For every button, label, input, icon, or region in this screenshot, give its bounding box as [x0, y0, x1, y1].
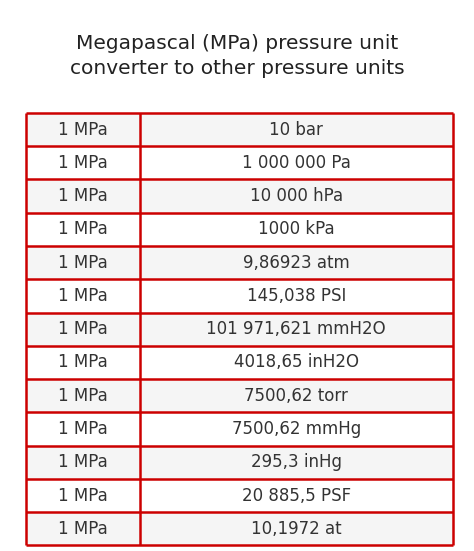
Text: 295,3 inHg: 295,3 inHg — [251, 453, 342, 471]
Text: 9,86923 atm: 9,86923 atm — [243, 253, 350, 272]
Text: 4018,65 inH2O: 4018,65 inH2O — [234, 354, 359, 371]
Text: 10,1972 at: 10,1972 at — [251, 520, 342, 538]
Bar — [140, 113, 453, 146]
Bar — [140, 246, 453, 279]
Text: 7500,62 mmHg: 7500,62 mmHg — [232, 420, 361, 438]
Bar — [140, 412, 453, 446]
Text: 1 MPa: 1 MPa — [58, 220, 108, 239]
Bar — [26, 146, 140, 180]
Text: 1 MPa: 1 MPa — [58, 253, 108, 272]
Bar — [26, 213, 140, 246]
Bar — [26, 446, 140, 479]
Bar — [140, 180, 453, 213]
Text: 20 885,5 PSF: 20 885,5 PSF — [242, 487, 351, 505]
Text: 1 MPa: 1 MPa — [58, 420, 108, 438]
Text: 1 MPa: 1 MPa — [58, 121, 108, 139]
Text: 1 MPa: 1 MPa — [58, 453, 108, 471]
Bar — [140, 346, 453, 379]
Text: 10 000 hPa: 10 000 hPa — [250, 187, 343, 205]
Bar — [140, 213, 453, 246]
Bar — [140, 446, 453, 479]
Bar — [26, 379, 140, 412]
Bar — [140, 379, 453, 412]
Bar — [26, 180, 140, 213]
Text: 1 MPa: 1 MPa — [58, 520, 108, 538]
Bar — [140, 279, 453, 312]
Bar — [140, 512, 453, 545]
Text: 1 MPa: 1 MPa — [58, 187, 108, 205]
Text: 10 bar: 10 bar — [269, 121, 323, 139]
Bar — [26, 113, 140, 146]
Text: 101 971,621 mmH2O: 101 971,621 mmH2O — [207, 320, 386, 338]
Text: 1 MPa: 1 MPa — [58, 287, 108, 305]
Text: 145,038 PSI: 145,038 PSI — [246, 287, 346, 305]
Text: 1 MPa: 1 MPa — [58, 154, 108, 172]
Text: 1 MPa: 1 MPa — [58, 487, 108, 505]
Bar — [140, 479, 453, 512]
Bar — [140, 146, 453, 180]
Text: 1000 kPa: 1000 kPa — [258, 220, 335, 239]
Text: 1 MPa: 1 MPa — [58, 387, 108, 405]
Text: Megapascal (MPa) pressure unit
converter to other pressure units: Megapascal (MPa) pressure unit converter… — [70, 35, 404, 78]
Bar — [26, 246, 140, 279]
Bar — [26, 479, 140, 512]
Bar — [140, 312, 453, 346]
Text: 7500,62 torr: 7500,62 torr — [244, 387, 348, 405]
Bar — [26, 312, 140, 346]
Bar — [26, 512, 140, 545]
Text: 1 000 000 Pa: 1 000 000 Pa — [242, 154, 351, 172]
Bar — [26, 412, 140, 446]
Bar — [26, 346, 140, 379]
Text: 1 MPa: 1 MPa — [58, 354, 108, 371]
Text: 1 MPa: 1 MPa — [58, 320, 108, 338]
Bar — [26, 279, 140, 312]
